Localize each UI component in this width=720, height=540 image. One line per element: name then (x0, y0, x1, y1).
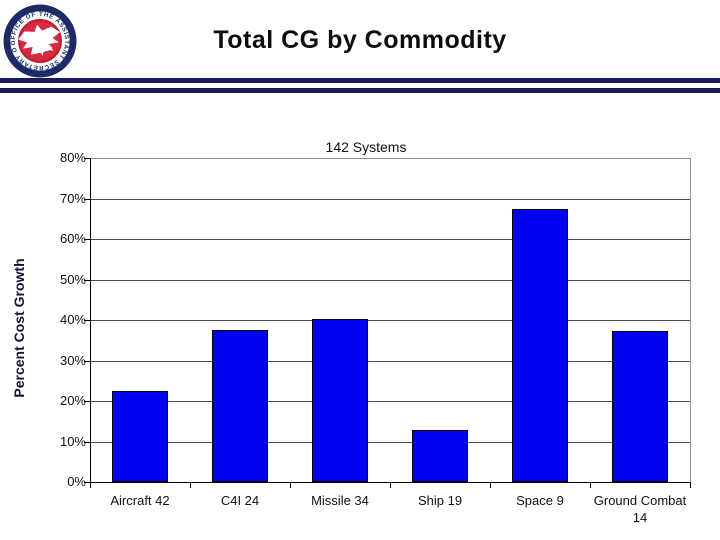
y-tick-label: 10% (59, 434, 86, 449)
gridline (90, 361, 690, 362)
category-label: C4I 24 (220, 493, 260, 508)
category-label: Space 9 (516, 493, 564, 508)
x-tick-mark (290, 482, 291, 488)
y-tick-label: 40% (59, 312, 86, 327)
x-tick-mark (390, 482, 391, 488)
chart-annotation: 142 Systems (325, 139, 407, 155)
gridline (90, 442, 690, 443)
bar-space-9 (512, 208, 568, 482)
y-tick-label: 30% (59, 353, 86, 368)
divider-rule-bottom (0, 88, 720, 93)
y-tick-label: 60% (59, 231, 86, 246)
army-secretary-seal-icon: OFFICE OF THE ASSISTANT SECRETARY OF THE… (0, 0, 77, 78)
y-tick-mark (84, 482, 90, 483)
gridline (90, 239, 690, 240)
y-tick-label: 80% (59, 150, 86, 165)
plot-border-right (690, 158, 691, 482)
x-tick-mark (690, 482, 691, 488)
y-tick-mark (84, 401, 90, 402)
bar-missile-34 (312, 319, 368, 482)
gridline (90, 280, 690, 281)
gridline (90, 158, 690, 159)
category-label: Missile 34 (311, 493, 369, 508)
divider-rule-top (0, 78, 720, 83)
y-tick-label: 50% (59, 272, 86, 287)
y-tick-label: 0% (67, 474, 86, 489)
category-label: Ship 19 (417, 493, 463, 508)
x-tick-mark (190, 482, 191, 488)
bar-ground-combat-14 (612, 331, 668, 482)
bar-aircraft-42 (112, 390, 168, 482)
y-tick-mark (84, 239, 90, 240)
y-tick-mark (84, 158, 90, 159)
gridline (90, 320, 690, 321)
x-tick-mark (90, 482, 91, 488)
y-tick-label: 20% (59, 393, 86, 408)
y-tick-mark (84, 280, 90, 281)
y-tick-mark (84, 361, 90, 362)
category-label: Aircraft 42 (110, 493, 170, 508)
page-title: Total CG by Commodity (213, 26, 507, 54)
category-label: Ground Combat 14 (593, 493, 687, 525)
y-tick-mark (84, 442, 90, 443)
bar-ship-19 (412, 429, 468, 482)
x-tick-mark (490, 482, 491, 488)
y-tick-mark (84, 199, 90, 200)
bar-c4i-24 (212, 330, 268, 482)
x-tick-mark (590, 482, 591, 488)
y-tick-label: 70% (59, 191, 86, 206)
gridline (90, 199, 690, 200)
y-axis-line (90, 158, 91, 483)
y-tick-mark (84, 320, 90, 321)
gridline (90, 401, 690, 402)
y-axis-title: Percent Cost Growth (11, 258, 27, 398)
